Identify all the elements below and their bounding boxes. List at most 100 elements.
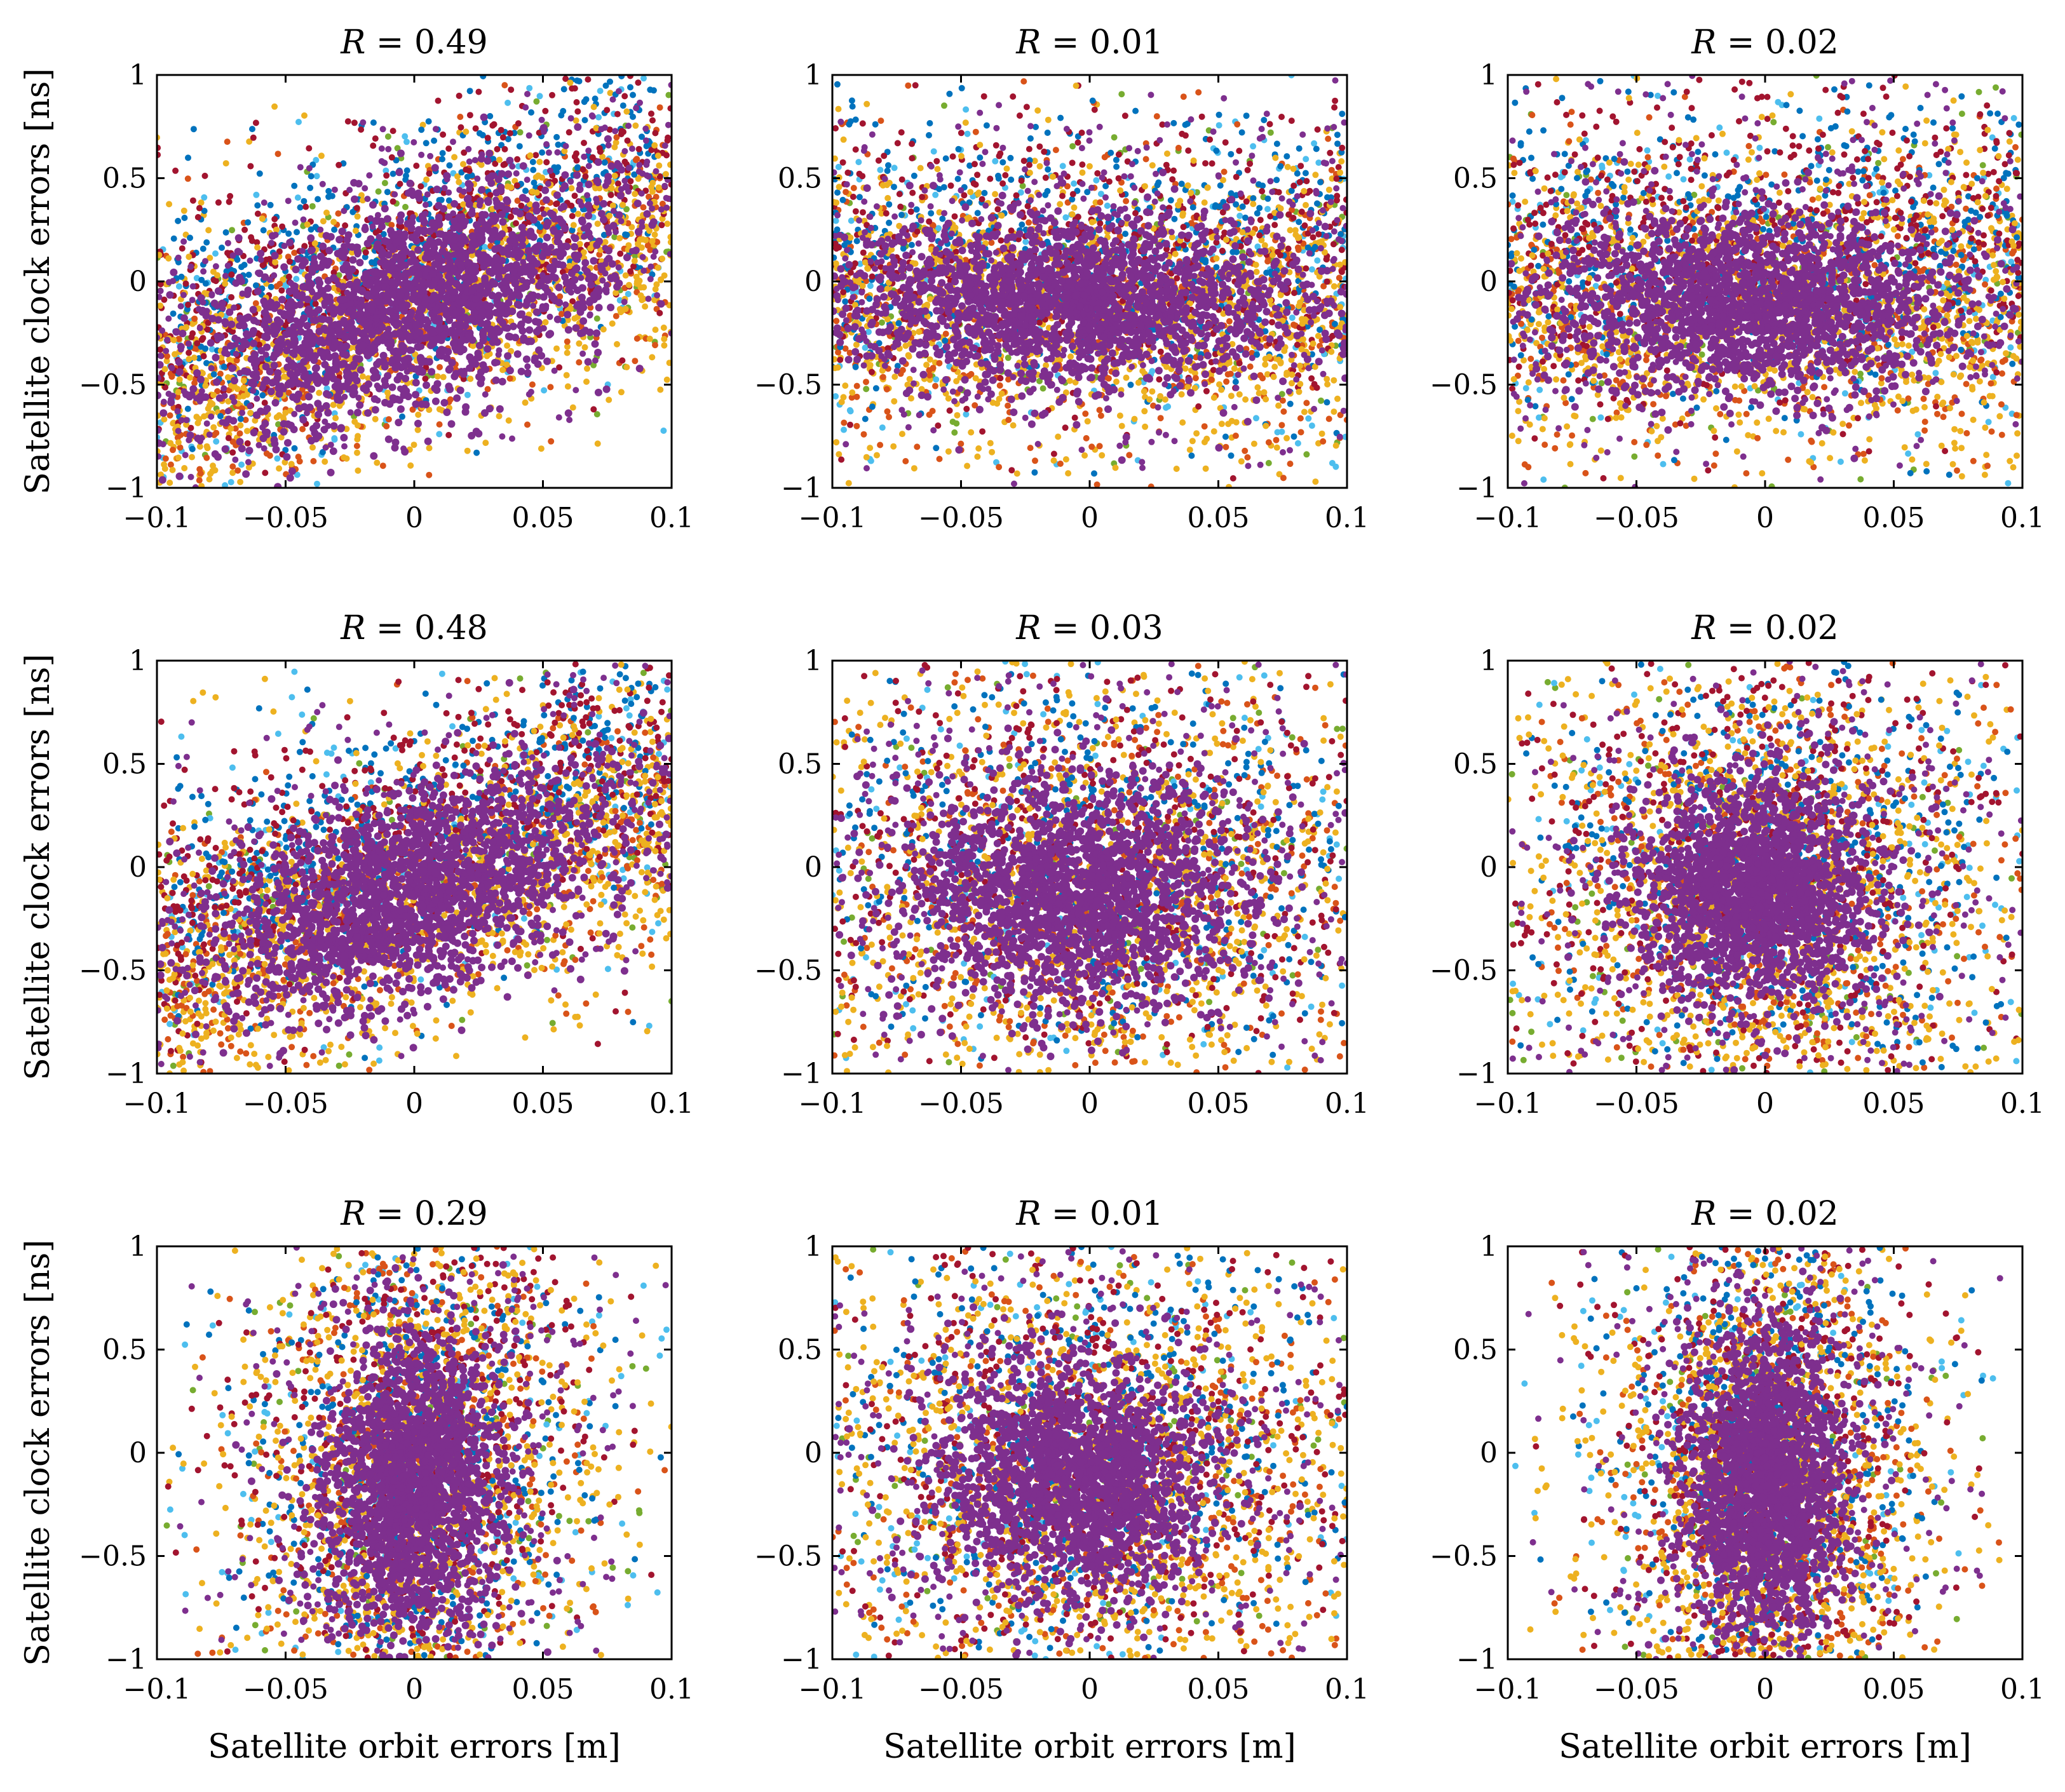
scatter-point-purple-core xyxy=(615,211,623,219)
scatter-point-lightblue xyxy=(536,93,543,100)
scatter-point-yellow xyxy=(655,184,662,191)
scatter-point-orange xyxy=(547,384,554,391)
scatter-point-darkred xyxy=(312,300,319,307)
scatter-point-purple-core xyxy=(401,448,409,456)
scatter-point-purple-core xyxy=(339,350,348,358)
scatter-point-purple-core xyxy=(299,349,307,358)
scatter-point-purple-core xyxy=(414,189,423,198)
scatter-point-purple-core xyxy=(532,201,540,210)
scatter-point-purple-core xyxy=(280,428,288,436)
scatter-point-purple xyxy=(271,272,278,279)
scatter-point-darkred xyxy=(353,205,360,212)
scatter-point-purple-core xyxy=(420,219,428,227)
scatter-point-darkred xyxy=(413,163,420,169)
scatter-point-blue xyxy=(522,187,529,194)
scatter-point-yellow xyxy=(649,238,656,245)
scatter-point-purple-core xyxy=(340,434,348,441)
scatter-point-purple xyxy=(593,199,600,206)
scatter-point-orange xyxy=(217,370,224,377)
scatter-point-purple-core xyxy=(618,166,625,174)
scatter-point-darkred xyxy=(189,197,196,204)
scatter-point-purple-core xyxy=(374,285,382,293)
scatter-point-purple-core xyxy=(363,239,372,248)
scatter-point-purple-core xyxy=(339,283,347,291)
scatter-point-purple-core xyxy=(478,185,486,194)
scatter-point-purple-core xyxy=(456,315,464,323)
scatter-point-purple xyxy=(222,273,229,280)
scatter-point-purple-core xyxy=(523,279,531,287)
scatter-point-purple-core xyxy=(369,367,377,375)
scatter-point-darkred xyxy=(475,88,482,95)
scatter-point-orange xyxy=(409,406,416,413)
scatter-point-yellow xyxy=(166,480,173,486)
scatter-point-purple-core xyxy=(464,194,472,203)
scatter-point-yellow xyxy=(359,197,366,204)
scatter-point-purple-core xyxy=(215,394,224,402)
scatter-point-purple-core xyxy=(594,349,602,356)
scatter-point-purple xyxy=(471,157,478,164)
scatter-point-purple-core xyxy=(242,470,250,478)
scatter-point-green xyxy=(593,315,600,322)
scatter-point-purple-core xyxy=(481,409,489,417)
scatter-point-purple-core xyxy=(208,314,217,323)
scatter-point-yellow xyxy=(666,360,672,367)
scatter-point-purple-core xyxy=(457,368,465,376)
scatter-point-yellow xyxy=(609,320,616,327)
scatter-point-purple xyxy=(183,417,190,424)
scatter-point-darkred xyxy=(172,167,179,174)
scatter-point-darkred xyxy=(189,330,196,337)
scatter-point-purple-core xyxy=(392,313,400,321)
scatter-point-yellow xyxy=(580,249,587,256)
scatter-point-purple-core xyxy=(266,367,274,375)
scatter-point-purple-core xyxy=(249,306,257,314)
scatter-point-purple-core xyxy=(381,360,389,368)
scatter-point-purple-core xyxy=(440,399,449,407)
scatter-point-purple xyxy=(385,145,392,152)
scatter-point-purple-core xyxy=(504,352,512,360)
scatter-point-blue xyxy=(331,226,338,233)
scatter-point-purple-core xyxy=(604,173,613,181)
scatter-point-purple-core xyxy=(579,328,587,337)
scatter-point-purple-core xyxy=(529,233,538,241)
scatter-point-purple-core xyxy=(513,350,522,358)
scatter-point-purple-core xyxy=(561,171,569,179)
scatter-point-purple-core xyxy=(395,238,403,246)
scatter-point-yellow xyxy=(522,399,529,406)
scatter-point-purple xyxy=(231,398,238,405)
scatter-point-blue xyxy=(256,170,263,177)
scatter-point-yellow xyxy=(282,409,289,416)
scatter-point-purple-core xyxy=(564,326,572,334)
scatter-point-lightblue xyxy=(175,283,182,290)
scatter-point-purple-core xyxy=(518,241,527,250)
scatter-point-purple-core xyxy=(393,375,402,384)
scatter-point-darkred xyxy=(254,239,261,246)
scatter-point-darkred xyxy=(286,258,293,265)
scatter-point-darkred xyxy=(649,117,656,124)
scatter-point-purple-core xyxy=(623,253,631,262)
scatter-point-purple-core xyxy=(370,452,378,460)
scatter-point-purple xyxy=(496,347,503,354)
scatter-point-yellow xyxy=(304,221,311,228)
scatter-point-blue xyxy=(252,282,259,289)
scatter-point-purple-core xyxy=(321,360,329,368)
scatter-point-purple-core xyxy=(306,281,314,289)
scatter-point-purple xyxy=(347,409,354,416)
scatter-point-purple xyxy=(262,351,269,358)
scatter-point-yellow xyxy=(653,281,660,288)
scatter-point-purple xyxy=(647,263,654,270)
scatter-point-purple-core xyxy=(412,400,420,408)
scatter-point-purple xyxy=(157,293,163,300)
scatter-point-blue xyxy=(537,224,544,231)
scatter-point-yellow xyxy=(590,104,597,111)
scatter-point-purple-core xyxy=(581,259,590,267)
scatter-point-blue xyxy=(307,184,314,191)
scatter-point-yellow xyxy=(661,335,668,342)
scatter-point-purple-core xyxy=(368,330,376,339)
scatter-point-yellow xyxy=(170,419,177,426)
scatter-point-yellow xyxy=(593,125,600,131)
scatter-point-yellow xyxy=(496,156,503,163)
scatter-point-yellow xyxy=(527,152,534,159)
scatter-point-purple-core xyxy=(371,406,379,414)
scatter-point-purple-core xyxy=(280,312,288,320)
scatter-point-purple-core xyxy=(270,361,278,370)
